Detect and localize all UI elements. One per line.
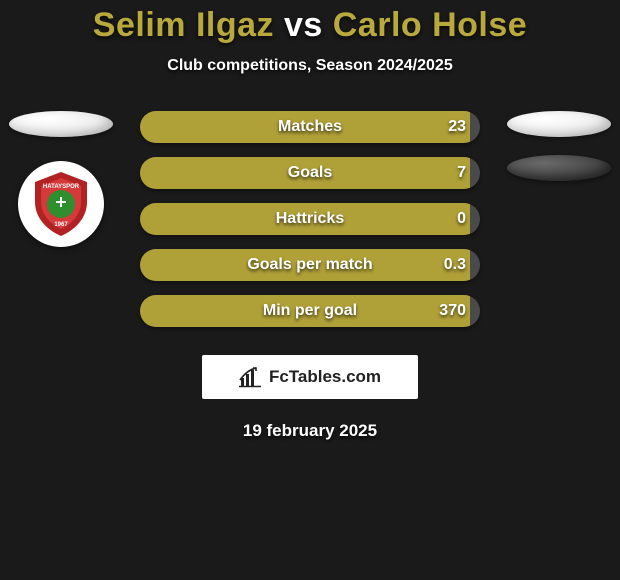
stat-row: 7Goals [140, 157, 480, 189]
stat-row: 370Min per goal [140, 295, 480, 327]
orb-light [507, 111, 611, 137]
stat-row: 0Hattricks [140, 203, 480, 235]
stat-row: 0.3Goals per match [140, 249, 480, 281]
orb-light [9, 111, 113, 137]
team-badge-left: HATAYSPOR 1967 [18, 161, 104, 247]
bar-right [470, 111, 480, 143]
title-player-b: Carlo Holse [333, 6, 527, 44]
brand-badge: FcTables.com [202, 355, 418, 399]
date-text: 19 february 2025 [0, 421, 620, 441]
bar-right [470, 295, 480, 327]
subtitle: Club competitions, Season 2024/2025 [0, 57, 620, 75]
bar-left [140, 157, 470, 189]
bar-chart-icon [239, 366, 263, 388]
right-side [504, 111, 614, 181]
stat-row: 23Matches [140, 111, 480, 143]
bar-left [140, 249, 470, 281]
bar-left [140, 203, 470, 235]
bar-right [470, 249, 480, 281]
bar-left [140, 111, 470, 143]
stat-rows: 23Matches 7Goals 0Hattricks 0.3Goals per ma… [140, 111, 480, 327]
bar-left [140, 295, 470, 327]
page-title: Selim Ilgaz vs Carlo Holse [0, 6, 620, 45]
left-side: HATAYSPOR 1967 [6, 111, 116, 247]
shield-icon: HATAYSPOR 1967 [25, 168, 97, 240]
orb-dark [507, 155, 611, 181]
svg-text:1967: 1967 [54, 222, 68, 228]
content: HATAYSPOR 1967 23Matches 7Goals 0Hattricks… [0, 111, 620, 327]
title-vs: vs [284, 6, 323, 44]
bar-right [470, 203, 480, 235]
bar-right [470, 157, 480, 189]
svg-text:HATAYSPOR: HATAYSPOR [43, 184, 80, 190]
brand-text: FcTables.com [269, 367, 381, 387]
title-player-a: Selim Ilgaz [93, 6, 274, 44]
comparison-card: Selim Ilgaz vs Carlo Holse Club competit… [0, 0, 620, 441]
